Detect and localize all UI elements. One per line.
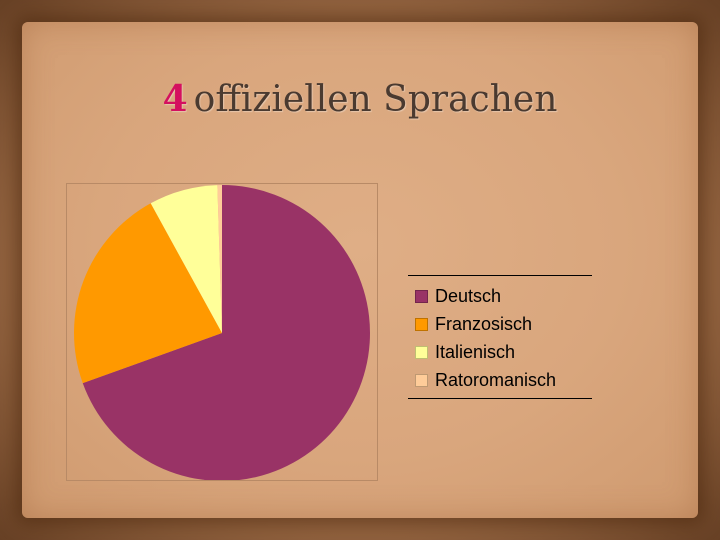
title-text: offiziellen Sprachen [193, 79, 558, 120]
legend-item-deutsch: Deutsch [408, 282, 592, 310]
legend-item-italienisch: Italienisch [408, 338, 592, 366]
legend-label: Franzosisch [435, 313, 533, 334]
legend-label: Ratoromanisch [435, 369, 557, 390]
title-number: 4 [162, 78, 188, 120]
legend-label: Italienisch [435, 341, 516, 362]
pie-chart [73, 185, 371, 481]
legend-label: Deutsch [435, 285, 502, 306]
pie-slice-franzosisch [73, 203, 222, 384]
legend-swatch [415, 373, 428, 387]
chart-legend: Deutsch Franzosisch Italienisch Ratoromanis… [408, 275, 592, 399]
pie-slice-italienisch [150, 185, 222, 333]
legend-swatch [415, 289, 428, 303]
plot-area [66, 183, 378, 481]
legend-item-franzosisch: Franzosisch [408, 310, 592, 338]
legend-swatch [415, 345, 428, 359]
legend-swatch [415, 317, 428, 331]
pie-slice-deutsch [82, 185, 371, 481]
slide-title: 4 offiziellen Sprachen [0, 78, 720, 120]
legend-item-ratoromanisch: Ratoromanisch [408, 366, 592, 394]
pie-slice-ratoromanisch [217, 185, 222, 333]
